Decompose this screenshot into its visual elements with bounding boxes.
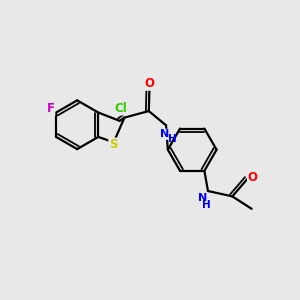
Text: O: O (144, 77, 154, 90)
Text: S: S (109, 138, 117, 151)
Text: Cl: Cl (115, 102, 127, 115)
Text: H: H (202, 200, 211, 210)
Text: F: F (47, 103, 55, 116)
Text: H: H (168, 134, 177, 144)
Text: N: N (160, 129, 169, 139)
Text: O: O (248, 171, 257, 184)
Text: N: N (198, 193, 207, 202)
